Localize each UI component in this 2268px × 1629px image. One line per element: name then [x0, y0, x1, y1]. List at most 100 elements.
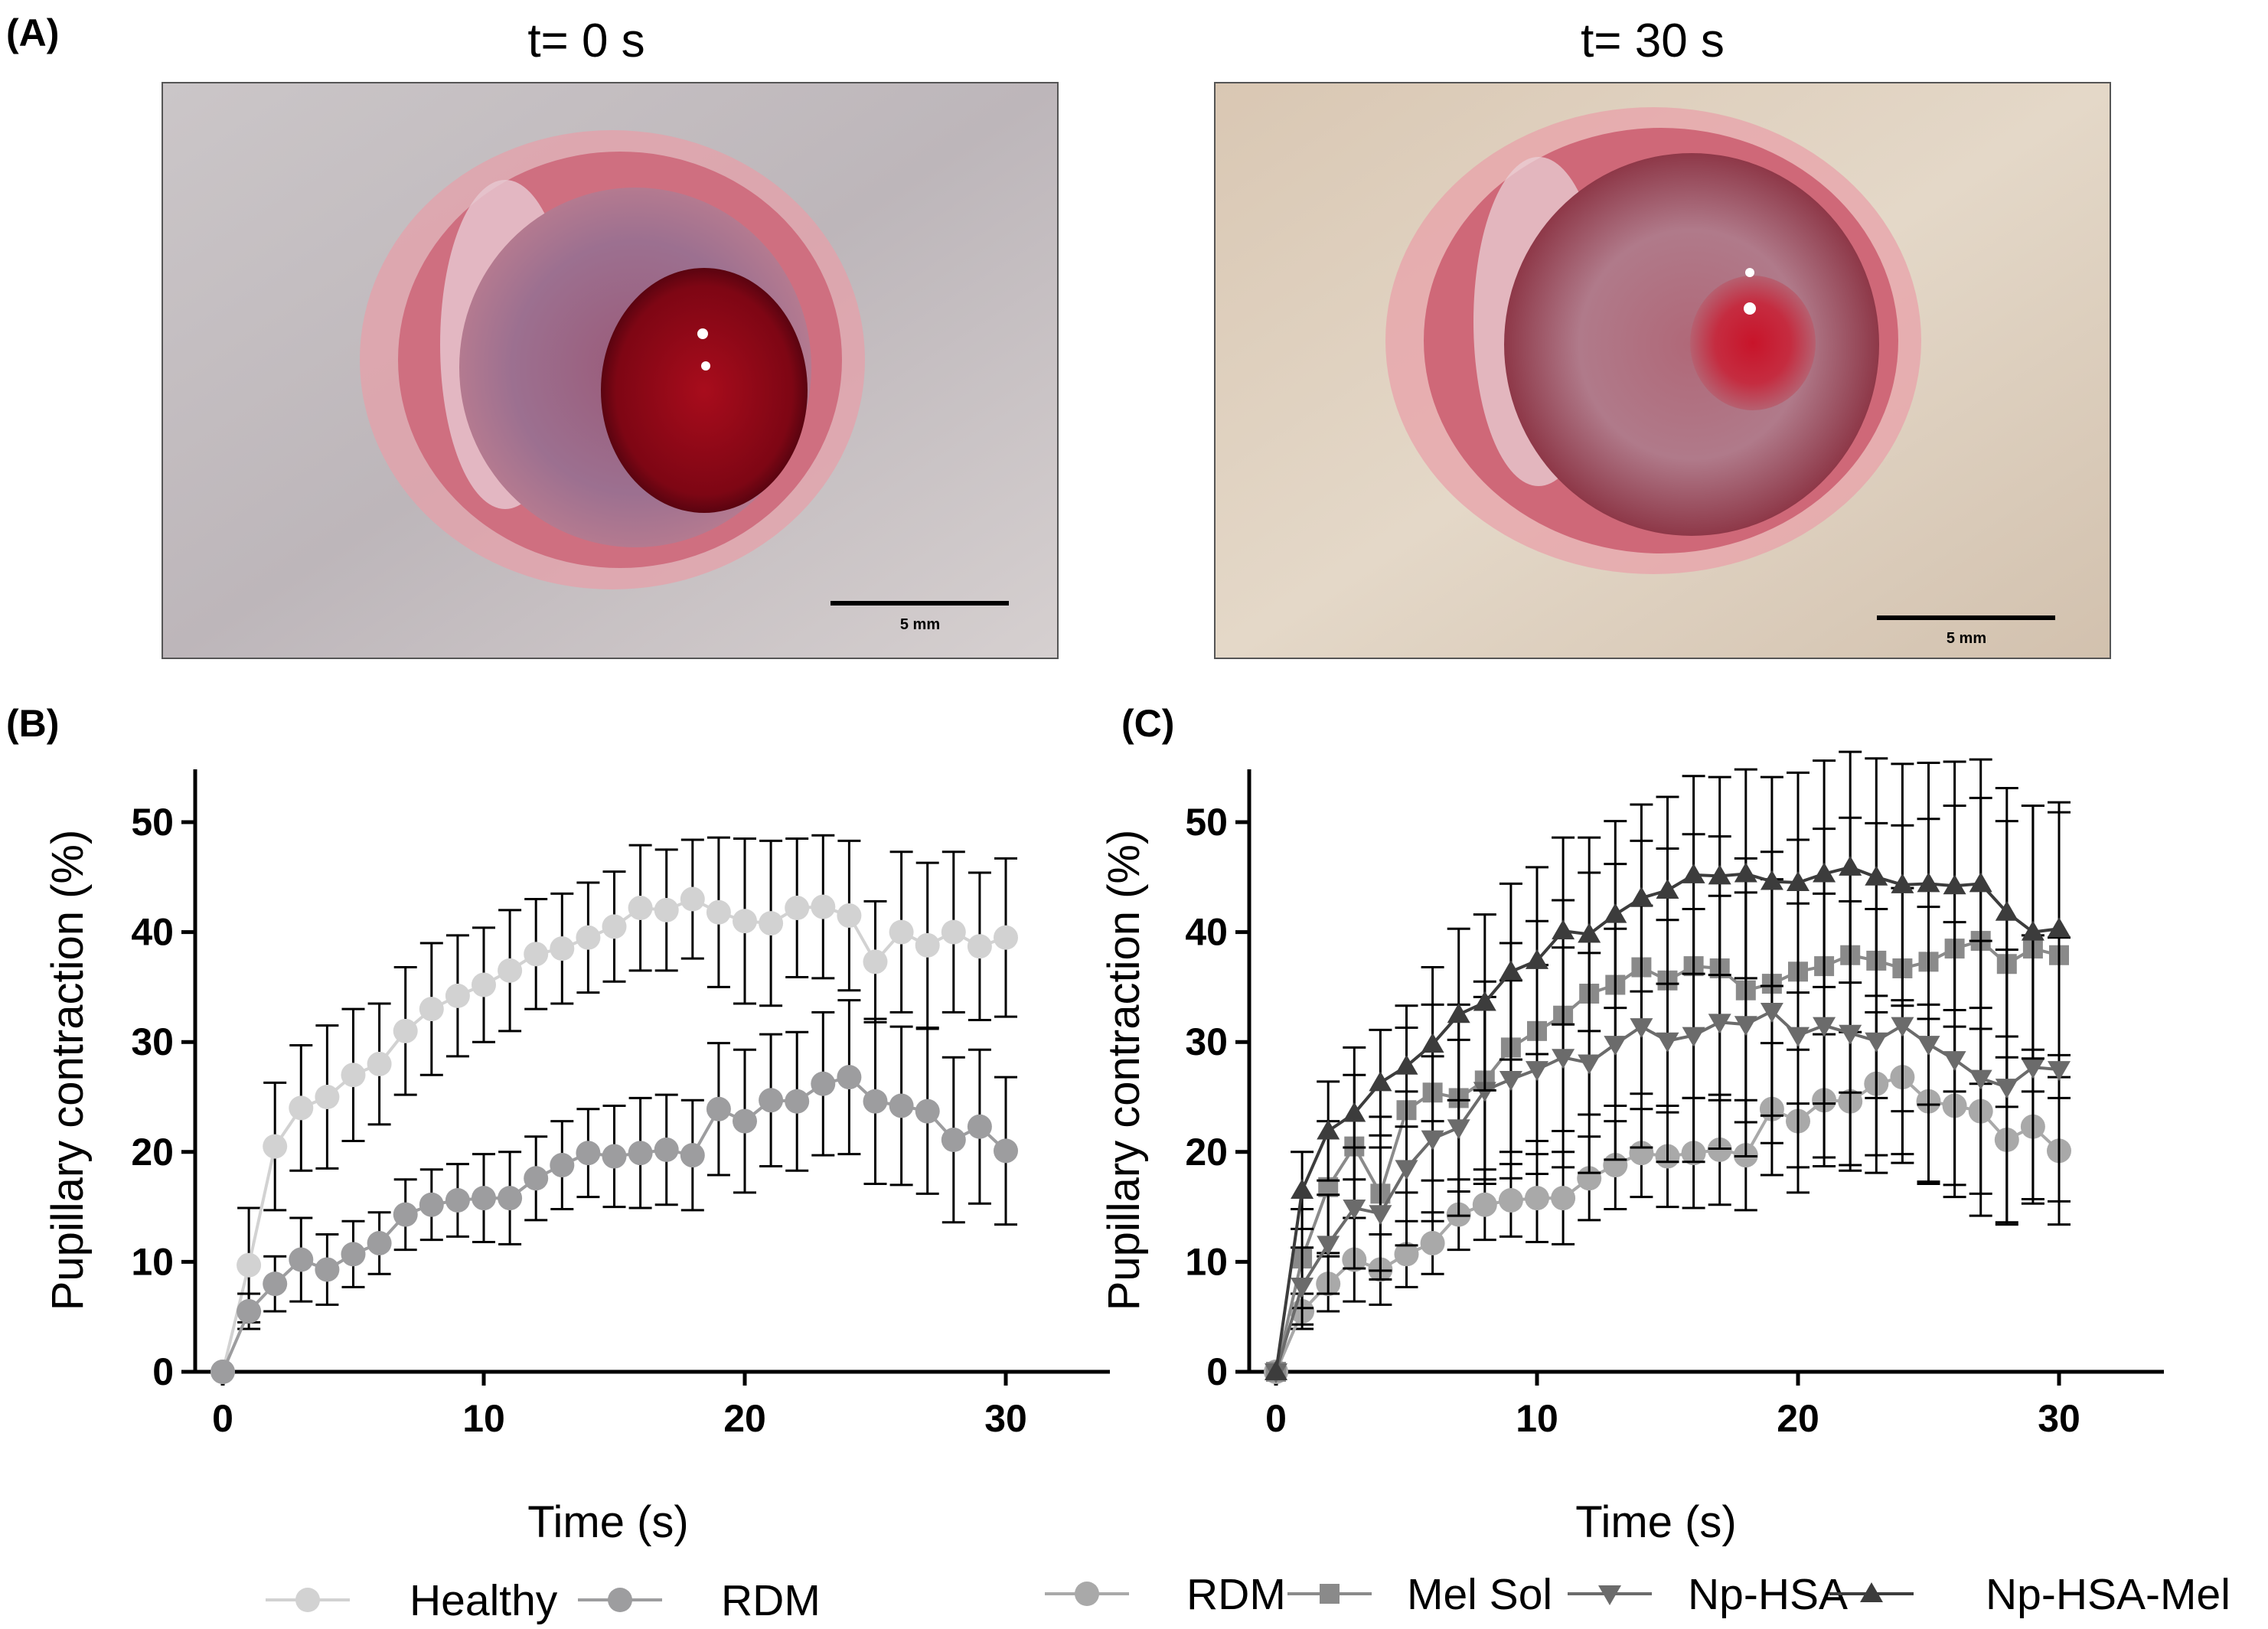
data-point [1891, 873, 1914, 893]
data-point [994, 925, 1018, 950]
data-point [1447, 1003, 1470, 1023]
y-tick-label: 20 [1185, 1131, 1228, 1174]
data-point [785, 896, 810, 921]
data-point [419, 997, 444, 1022]
data-point [837, 903, 862, 929]
data-point [1630, 886, 1653, 907]
data-point [1578, 1054, 1601, 1075]
data-point [1943, 874, 1966, 895]
data-point [498, 958, 523, 983]
data-point [210, 1360, 235, 1384]
data-point [524, 942, 549, 967]
data-point [524, 1166, 549, 1191]
series-np-hsa-mel [1265, 750, 2071, 1380]
eye-photo-t0-frame [162, 82, 1059, 659]
x-tick-label: 20 [1777, 1397, 1819, 1440]
photo-title-right: t= 30 s [1581, 15, 1725, 67]
data-point [1787, 870, 1810, 891]
data-point [1656, 879, 1679, 899]
x-tick-label: 20 [723, 1397, 766, 1440]
data-point [1682, 863, 1705, 883]
x-tick-label: 10 [462, 1397, 505, 1440]
y-tick-label: 50 [131, 801, 174, 844]
data-point [1865, 1032, 1888, 1053]
data-point [393, 1202, 418, 1227]
data-point [1760, 1002, 1783, 1023]
data-point [1969, 1069, 1992, 1090]
data-point [863, 1089, 888, 1114]
data-point [1317, 1236, 1340, 1256]
data-point [811, 1071, 836, 1096]
data-point [785, 1089, 810, 1114]
data-point [550, 936, 575, 961]
legend-marker [1598, 1585, 1621, 1605]
data-point [1969, 872, 1992, 893]
data-point [1526, 1061, 1548, 1082]
data-point [628, 896, 653, 921]
y-tick-label: 40 [1185, 911, 1228, 954]
legend-label: Mel Sol [1407, 1570, 1552, 1619]
data-point [472, 1186, 496, 1211]
x-axis-title: Time (s) [1575, 1497, 1736, 1547]
data-point [915, 1099, 940, 1124]
data-point [1760, 870, 1783, 890]
data-point [733, 909, 757, 934]
data-point [1943, 1051, 1966, 1072]
data-point [1343, 1200, 1366, 1220]
data-point [315, 1085, 340, 1109]
data-point [1473, 1082, 1496, 1102]
y-tick-label: 30 [131, 1020, 174, 1063]
data-point [1394, 1242, 1419, 1267]
data-point [498, 1186, 523, 1211]
data-point [289, 1247, 314, 1272]
data-point [1291, 1179, 1314, 1200]
data-point [1551, 1186, 1576, 1211]
data-point [1499, 1071, 1522, 1092]
y-tick-label: 10 [1185, 1240, 1228, 1283]
data-point [576, 925, 601, 950]
data-point [1473, 991, 1496, 1011]
data-point [994, 1138, 1018, 1164]
data-point [1395, 1160, 1418, 1180]
data-point [1813, 1017, 1836, 1037]
y-tick-label: 0 [1206, 1350, 1228, 1393]
data-point [628, 1141, 653, 1166]
data-point [759, 911, 784, 936]
data-point [602, 1144, 627, 1169]
legend-label: Np-HSA [1688, 1570, 1848, 1619]
data-point [1343, 1102, 1366, 1122]
data-point [1656, 1032, 1679, 1053]
legend-label: RDM [721, 1576, 821, 1625]
data-point [1917, 872, 1940, 893]
data-point [237, 1252, 262, 1278]
legend-marker [1320, 1584, 1340, 1604]
data-point [1526, 948, 1548, 969]
x-tick-label: 30 [984, 1397, 1027, 1440]
data-point [472, 972, 496, 997]
data-point [1734, 862, 1757, 883]
data-point [915, 932, 940, 958]
x-tick-label: 30 [2038, 1397, 2080, 1440]
data-point [2048, 1061, 2071, 1082]
data-point [263, 1272, 288, 1297]
data-point [576, 1141, 601, 1166]
data-point [654, 897, 679, 922]
panel-label-b: (B) [6, 702, 59, 745]
panel-label-c: (C) [1121, 702, 1174, 745]
data-point [419, 1192, 444, 1217]
data-point [733, 1108, 757, 1134]
eye-photo-t30-frame [1214, 82, 2111, 659]
data-point [654, 1137, 679, 1162]
data-point [1552, 919, 1575, 940]
legend-item: RDM [578, 1576, 821, 1625]
y-tick-label: 40 [131, 911, 174, 954]
data-point [680, 886, 705, 912]
data-point [706, 899, 731, 925]
x-tick-label: 10 [1516, 1397, 1558, 1440]
legend-item: Np-HSA [1568, 1570, 1848, 1619]
data-point [237, 1299, 262, 1324]
data-point [759, 1088, 784, 1113]
panel-label-a: (A) [6, 11, 59, 54]
legend-marker [608, 1588, 632, 1612]
